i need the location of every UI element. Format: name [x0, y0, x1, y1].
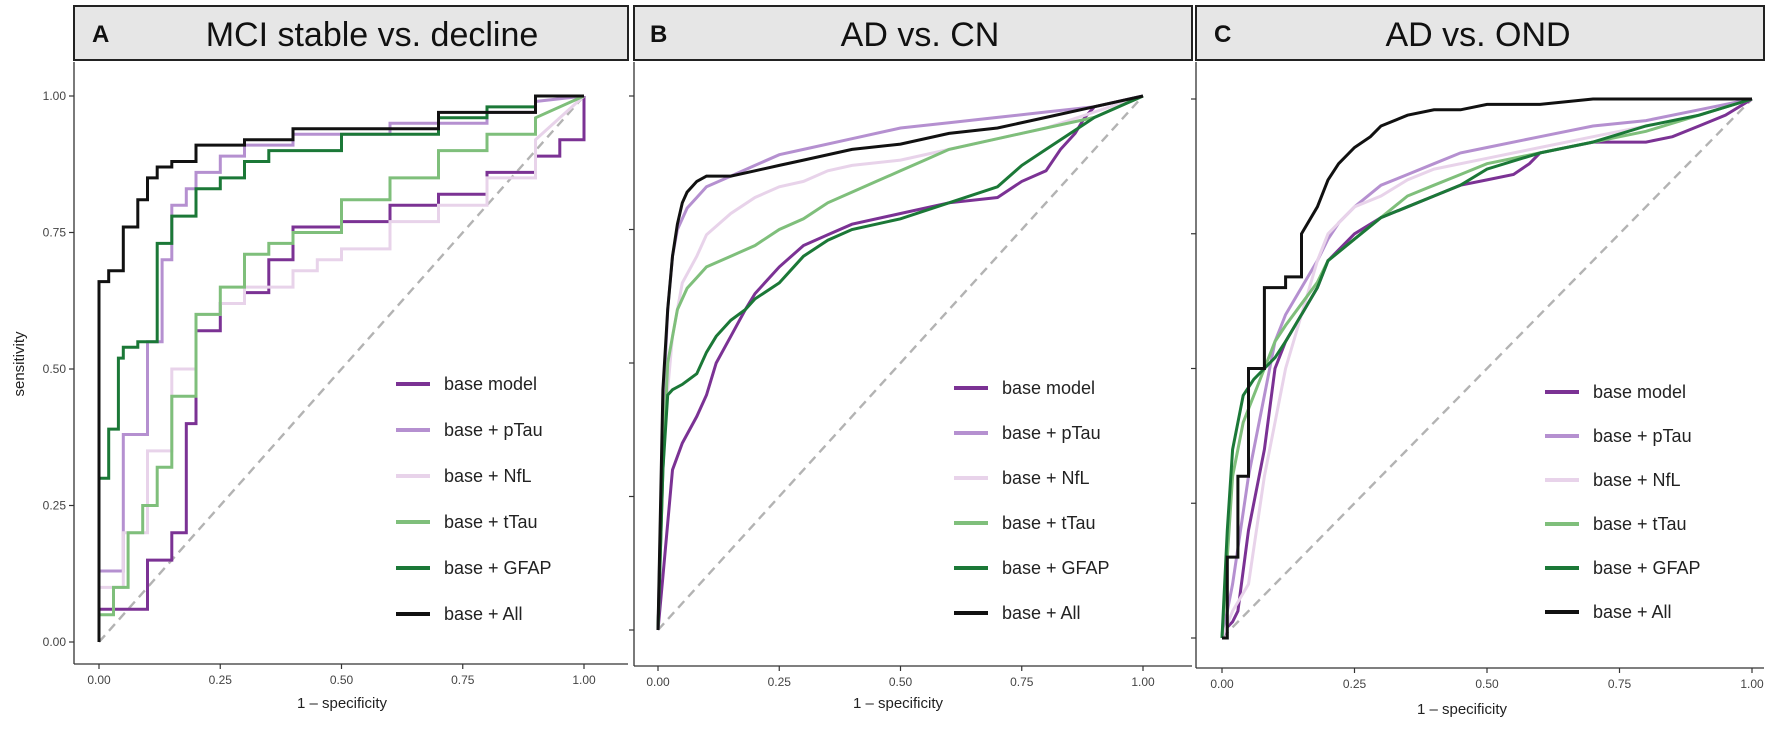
panel-b-title: AD vs. CN [841, 16, 1000, 54]
x-tick-label: 0.75 [451, 673, 475, 687]
legend-label-base-plus-all: base + All [1002, 603, 1081, 623]
x-tick-label: 1.00 [1131, 675, 1155, 689]
legend-label-base-plus-nfl: base + NfL [1593, 470, 1681, 490]
x-tick-label: 0.50 [1475, 677, 1499, 691]
legend-label-base-plus-ttau: base + tTau [444, 512, 538, 532]
panel-c-plot: 0.00 0.25 0.50 0.75 1.00 base model base + pTa… [1191, 62, 1764, 691]
panel-b-letter: B [650, 21, 667, 48]
chance-diagonal-line [1221, 98, 1753, 639]
panel-a-ylabel: sensitivity [11, 331, 28, 397]
roc-line-base-plus-gfap [656, 94, 1144, 631]
x-tick-label: 0.50 [330, 673, 354, 687]
x-tick-label: 0.00 [646, 675, 670, 689]
legend-label-base-model: base model [1593, 382, 1686, 402]
legend-label-base-plus-ttau: base + tTau [1002, 513, 1096, 533]
x-tick-label: 0.50 [889, 675, 913, 689]
chance-diagonal-line [657, 95, 1144, 631]
roc-line-base-plus-nfl [1220, 97, 1753, 639]
roc-line-base-plus-all [97, 94, 584, 642]
legend-label-base-plus-ttau: base + tTau [1593, 514, 1687, 534]
panel-a-title: MCI stable vs. decline [206, 16, 539, 54]
panel-a-xlabel: 1 – specificity [297, 695, 388, 712]
panel-b-plot: 0.00 0.25 0.50 0.75 1.00 base model base + pTa… [629, 62, 1192, 689]
legend-label-base-plus-ptau: base + pTau [444, 420, 543, 440]
roc-line-base-plus-all [656, 94, 1144, 631]
y-tick-label: 0.00 [43, 635, 67, 649]
y-tick-label: 0.75 [43, 226, 67, 240]
legend-label-base-model: base model [444, 374, 537, 394]
panel-a-letter: A [92, 21, 109, 48]
panel-b-xlabel: 1 – specificity [853, 695, 944, 712]
roc-line-base-plus-ttau [656, 94, 1144, 631]
panel-b-title-box [633, 5, 1193, 61]
legend-label-base-model: base model [1002, 378, 1095, 398]
roc-line-base-model [656, 94, 1144, 631]
panel-c-title: AD vs. OND [1385, 16, 1570, 54]
y-tick-label: 0.50 [43, 362, 67, 376]
panel-b: B AD vs. CN 0.00 0.25 0.50 0.75 1.00 base mod… [629, 5, 1193, 712]
roc-line-base-plus-all [1222, 97, 1752, 640]
x-tick-label: 0.75 [1608, 677, 1632, 691]
legend-label-base-plus-nfl: base + NfL [444, 466, 532, 486]
legend-label-base-plus-gfap: base + GFAP [444, 558, 552, 578]
panel-a: A MCI stable vs. decline 0.00 0.25 0.50 0.7… [11, 5, 629, 712]
panel-c-letter: C [1214, 21, 1231, 48]
y-tick-label: 0.25 [43, 499, 67, 513]
legend-label-base-plus-ptau: base + pTau [1002, 423, 1101, 443]
legend-label-base-plus-gfap: base + GFAP [1593, 558, 1701, 578]
panel-c: C AD vs. OND 0.00 0.25 0.50 0.75 1.00 base mo… [1191, 5, 1765, 718]
panel-c-xlabel: 1 – specificity [1417, 701, 1508, 718]
y-tick-label: 1.00 [43, 89, 67, 103]
legend-label-base-plus-all: base + All [1593, 602, 1672, 622]
panel-c-title-box [1195, 5, 1765, 61]
x-tick-label: 0.25 [768, 675, 792, 689]
x-tick-label: 0.75 [1010, 675, 1034, 689]
chance-diagonal-line [98, 95, 585, 643]
roc-line-base-plus-ttau [97, 94, 585, 642]
x-tick-label: 1.00 [572, 673, 596, 687]
roc-line-base-plus-nfl [97, 94, 586, 642]
x-tick-label: 0.25 [209, 673, 233, 687]
roc-line-base-model [97, 96, 586, 642]
x-tick-label: 0.25 [1343, 677, 1367, 691]
legend-label-base-plus-all: base + All [444, 604, 523, 624]
legend-label-base-plus-nfl: base + NfL [1002, 468, 1090, 488]
legend-label-base-plus-gfap: base + GFAP [1002, 558, 1110, 578]
panel-a-plot: 0.00 0.25 0.50 0.75 1.00 0.00 0.25 0.50 0.75 1.00… [43, 62, 628, 687]
x-tick-label: 0.00 [1210, 677, 1234, 691]
x-tick-label: 0.00 [87, 673, 111, 687]
panel-a-title-box [73, 5, 629, 61]
legend-label-base-plus-ptau: base + pTau [1593, 426, 1692, 446]
roc-line-base-plus-ptau [97, 94, 585, 642]
x-tick-label: 1.00 [1740, 677, 1764, 691]
